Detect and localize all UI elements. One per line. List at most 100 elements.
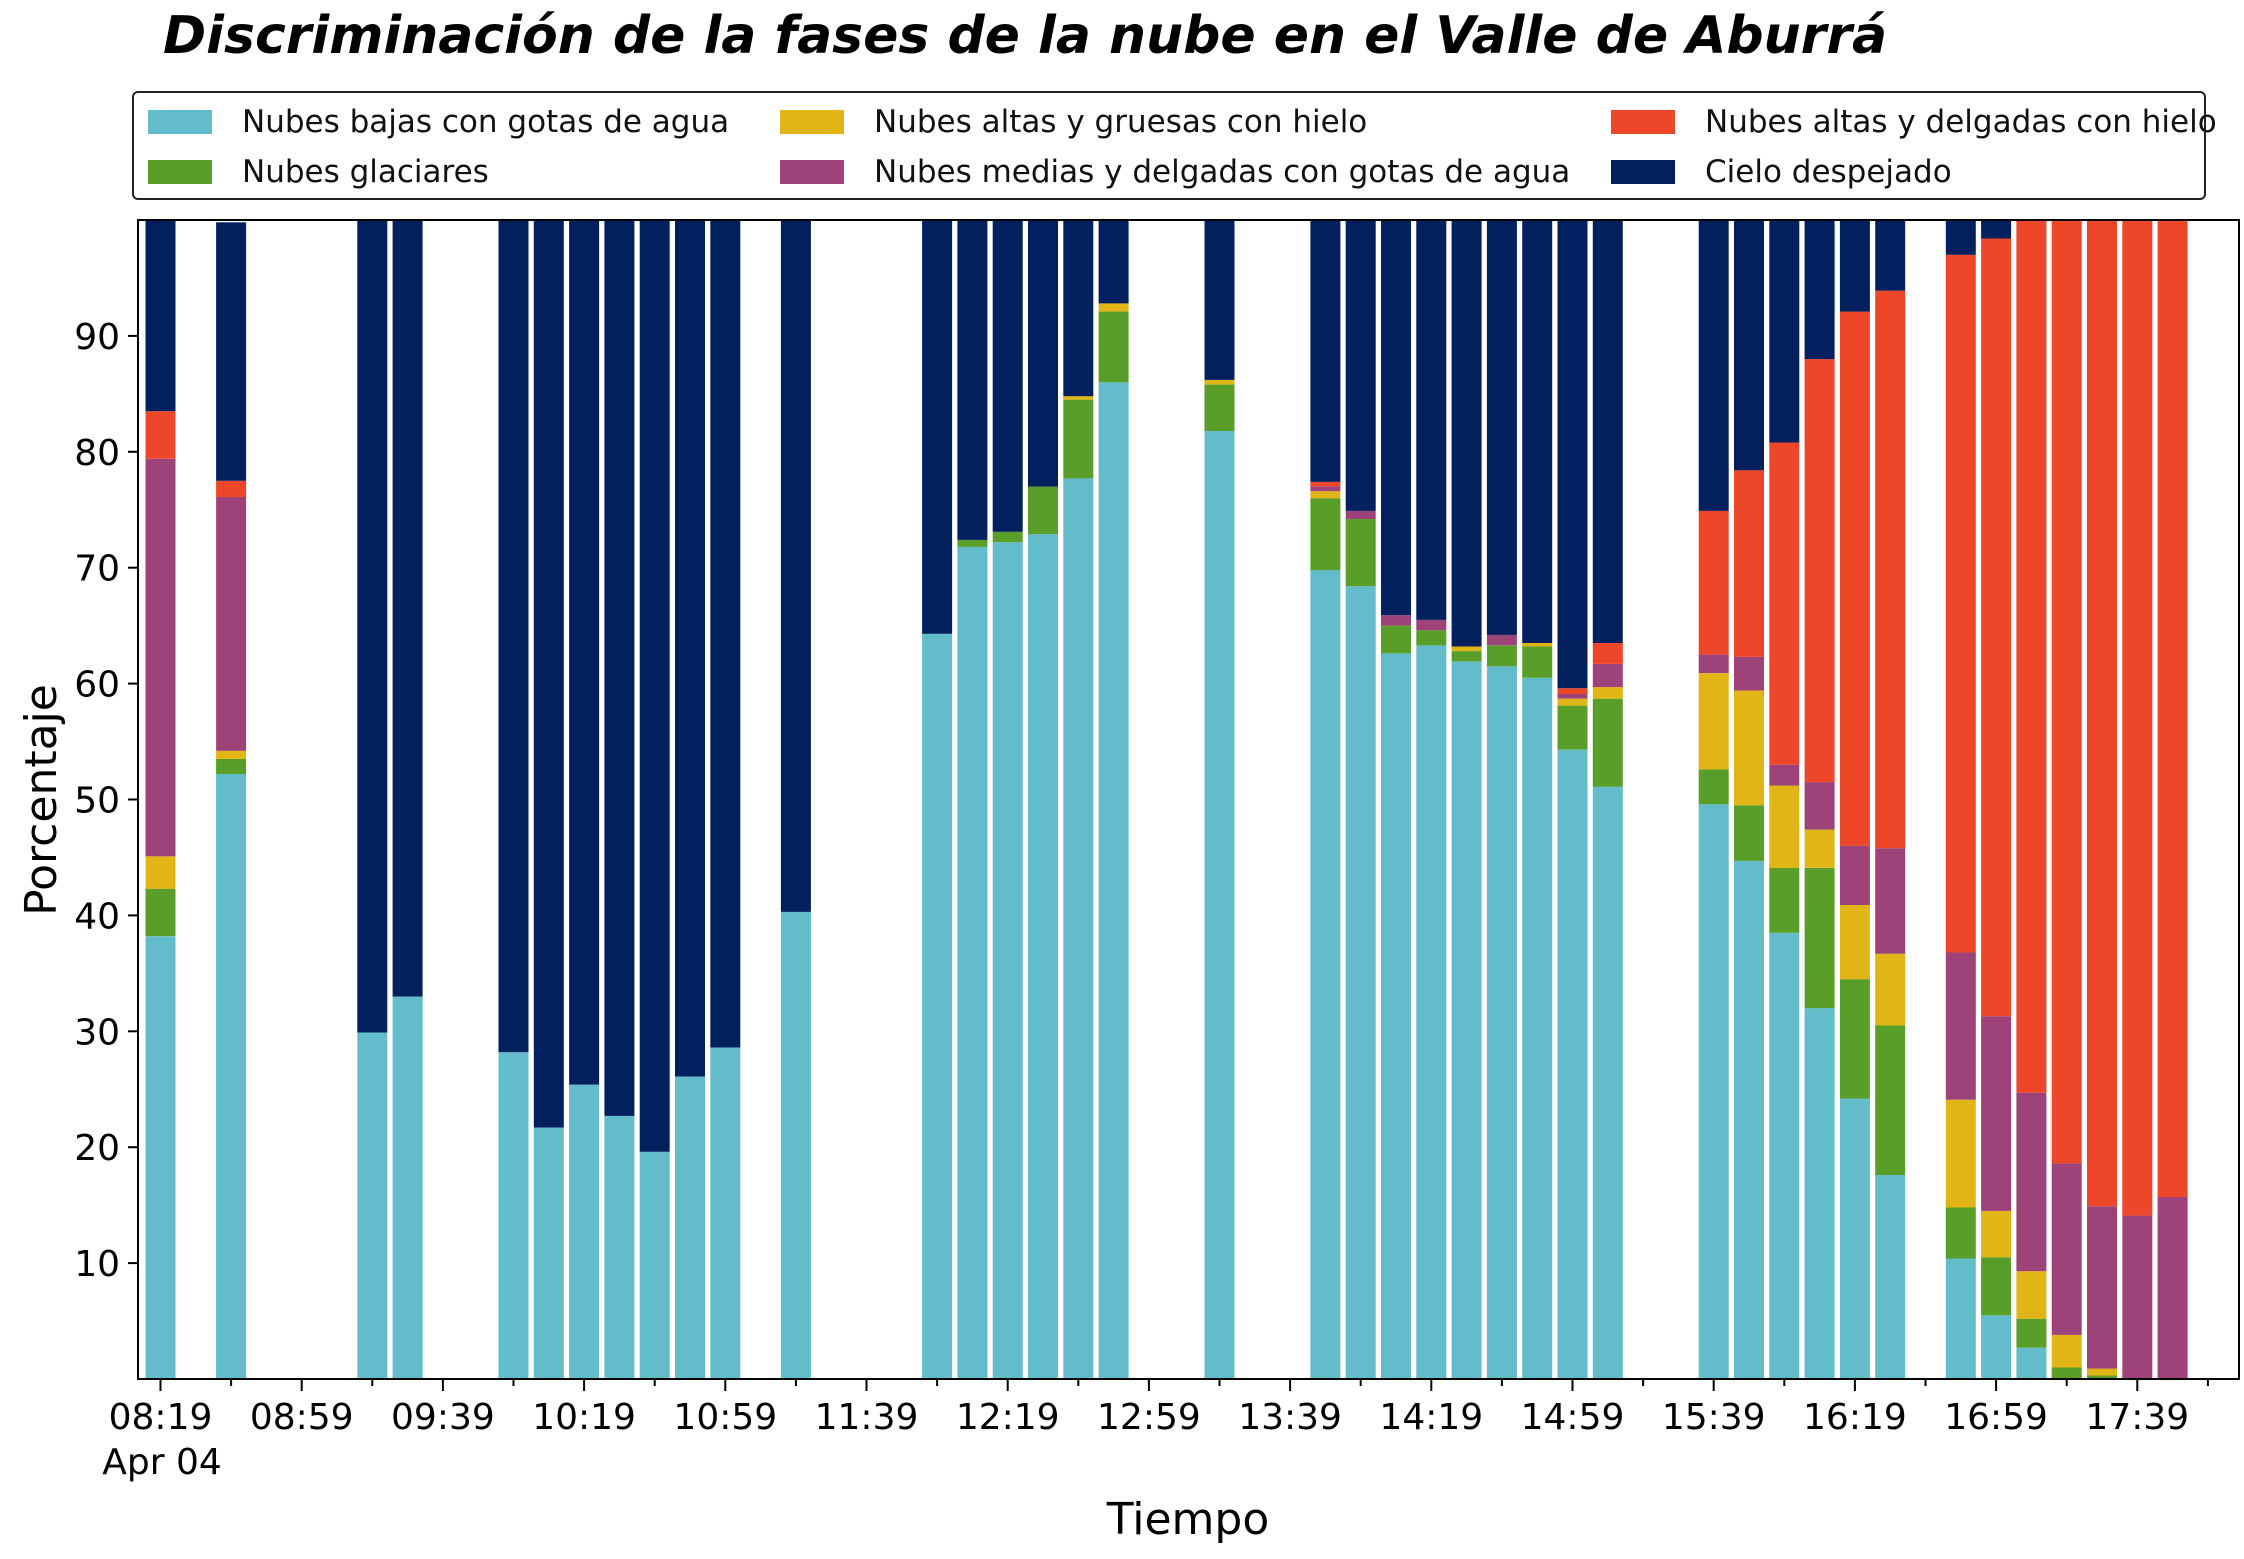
bar-segment-nubes-glaciares-1709 [2016,1318,2047,1348]
bar-segment-nubes-medias-y-delgadas-con-gotas-de-agua-1559 [1769,764,1800,786]
bar-segment-nubes-altas-y-gruesas-con-hielo-1459 [1557,698,1588,706]
bar-segment-nubes-bajas-con-gotas-de-agua-1449 [1522,677,1553,1379]
bar-segment-nubes-altas-y-delgadas-con-hielo-1739 [2122,220,2153,1216]
bar-segment-cielo-despejado-0819 [145,220,176,412]
bar-segment-nubes-altas-y-delgadas-con-hielo-1709 [2016,220,2047,1093]
bar-segment-cielo-despejado-1559 [1769,220,1800,443]
bar-segment-nubes-altas-y-delgadas-con-hielo-1619 [1839,311,1870,846]
bar-segment-nubes-medias-y-delgadas-con-gotas-de-agua-1459 [1557,694,1588,699]
bar-segment-nubes-altas-y-gruesas-con-hielo-0839 [216,750,247,759]
bar-segment-nubes-medias-y-delgadas-con-gotas-de-agua-1539 [1698,654,1729,674]
bar-segment-nubes-bajas-con-gotas-de-agua-1439 [1486,666,1517,1379]
x-tick-label-0939: 09:39 [391,1397,495,1438]
bar-segment-cielo-despejado-1359 [1345,220,1376,511]
bar-segment-nubes-glaciares-1549 [1734,805,1764,861]
bar-segment-cielo-despejado-1209 [957,220,988,540]
bar-segment-nubes-bajas-con-gotas-de-agua-1009 [533,1127,564,1379]
x-tick-label-1659: 16:59 [1944,1397,2048,1438]
bar-segment-nubes-altas-y-gruesas-con-hielo-1239 [1063,396,1094,400]
bar-segment-nubes-altas-y-gruesas-con-hielo-1709 [2016,1271,2047,1319]
legend-swatch-cielo-despejado [1611,160,1675,184]
bar-segment-nubes-altas-y-delgadas-con-hielo-1649 [1945,254,1976,953]
bar-segment-nubes-medias-y-delgadas-con-gotas-de-agua-1419 [1416,619,1447,631]
bar-segment-cielo-despejado-0959 [498,220,529,1053]
bar-segment-nubes-bajas-con-gotas-de-agua-0819 [145,936,176,1379]
y-tick-label-90: 90 [74,317,120,358]
bar-segment-cielo-despejado-1419 [1416,220,1447,620]
bar-segment-nubes-altas-y-delgadas-con-hielo-0819 [145,411,176,459]
legend-label-nubes-glaciares: Nubes glaciares [242,154,489,190]
bar-segment-nubes-altas-y-gruesas-con-hielo-1609 [1804,829,1835,868]
bar-segment-nubes-altas-y-gruesas-con-hielo-1649 [1945,1099,1976,1208]
bar-segment-cielo-despejado-1249 [1098,220,1129,304]
bar-segment-nubes-bajas-con-gotas-de-agua-1349 [1310,570,1341,1379]
legend-swatch-nubes-altas-gruesas [780,110,844,134]
bar-segment-cielo-despejado-1019 [569,220,600,1085]
bar-segment-nubes-altas-y-gruesas-con-hielo-1539 [1698,673,1729,770]
bar-segment-nubes-bajas-con-gotas-de-agua-1559 [1769,932,1800,1379]
bar-segment-nubes-altas-y-delgadas-con-hielo-1349 [1310,481,1341,487]
bar-segment-nubes-glaciares-1719 [2051,1367,2082,1379]
bar-segment-nubes-bajas-con-gotas-de-agua-1229 [1028,534,1058,1379]
bar-segment-cielo-despejado-1029 [604,220,635,1116]
bar-segment-nubes-bajas-con-gotas-de-agua-0839 [216,774,247,1379]
bar-segment-nubes-glaciares-1539 [1698,769,1729,805]
bar-segment-nubes-bajas-con-gotas-de-agua-1049 [675,1076,705,1379]
bar-segment-nubes-altas-y-delgadas-con-hielo-1549 [1734,470,1764,657]
bar-segment-cielo-despejado-1649 [1945,220,1976,255]
bar-segment-cielo-despejado-1449 [1522,220,1553,643]
legend-entry-cielo-despejado: Cielo despejado [1611,152,1952,192]
bar-segment-nubes-bajas-con-gotas-de-agua-0959 [498,1052,529,1379]
x-tick-label-1139: 11:39 [815,1397,919,1438]
bar-segment-cielo-despejado-1439 [1486,220,1517,635]
bar-segment-nubes-altas-y-delgadas-con-hielo-1609 [1804,359,1835,783]
bar-segment-nubes-bajas-con-gotas-de-agua-1619 [1839,1098,1870,1379]
bar-segment-cielo-despejado-1629 [1875,220,1906,291]
x-tick-label-1739: 17:39 [2085,1397,2189,1438]
bar-segment-nubes-altas-y-delgadas-con-hielo-1539 [1698,510,1729,655]
bar-segment-nubes-bajas-con-gotas-de-agua-1059 [710,1047,741,1379]
bar-segment-nubes-medias-y-delgadas-con-gotas-de-agua-1549 [1734,656,1764,691]
bar-segment-nubes-bajas-con-gotas-de-agua-1709 [2016,1347,2047,1379]
bar-segment-nubes-glaciares-1509 [1592,698,1623,787]
bar-segment-nubes-bajas-con-gotas-de-agua-1649 [1945,1258,1976,1379]
bar-segment-cielo-despejado-1059 [710,220,741,1048]
legend-entry-nubes-glaciares: Nubes glaciares [148,152,489,192]
legend-entry-nubes-altas-gruesas: Nubes altas y gruesas con hielo [780,102,1367,142]
bar-segment-nubes-medias-y-delgadas-con-gotas-de-agua-1719 [2051,1163,2082,1335]
y-tick-label-60: 60 [74,665,120,706]
bar-segment-nubes-bajas-con-gotas-de-agua-1429 [1451,661,1482,1379]
bar-segment-nubes-altas-y-gruesas-con-hielo-1559 [1769,785,1800,868]
x-tick-label-1259: 12:59 [1097,1397,1201,1438]
y-tick-label-30: 30 [74,1012,120,1053]
bar-segment-nubes-medias-y-delgadas-con-gotas-de-agua-1409 [1381,615,1411,626]
bar-segment-nubes-glaciares-0839 [216,758,247,774]
x-tick-label-1539: 15:39 [1662,1397,1766,1438]
bar-segment-nubes-bajas-con-gotas-de-agua-1629 [1875,1175,1906,1379]
y-axis-label: Porcentaje [16,684,67,916]
bar-segment-nubes-glaciares-1619 [1839,979,1870,1099]
bar-segment-cielo-despejado-1049 [675,220,705,1077]
x-tick-label-1339: 13:39 [1238,1397,1342,1438]
bar-segment-nubes-altas-y-delgadas-con-hielo-1459 [1557,688,1588,694]
bar-segment-nubes-altas-y-gruesas-con-hielo-1629 [1875,953,1906,1026]
bar-segment-nubes-glaciares-1449 [1522,646,1553,678]
bar-segment-nubes-altas-y-delgadas-con-hielo-1749 [2157,220,2188,1197]
y-tick-label-10: 10 [74,1244,120,1285]
bar-segment-cielo-despejado-1159 [922,220,953,634]
bar-segment-nubes-altas-y-gruesas-con-hielo-1549 [1734,690,1764,806]
bar-segment-nubes-glaciares-1609 [1804,867,1835,1009]
bar-segment-nubes-altas-y-gruesas-con-hielo-1729 [2087,1368,2117,1376]
x-axis: 08:19 08:59 09:39 10:19 10:59 11:39 12:19 12:59… [109,1379,2209,1438]
bar-segment-cielo-despejado-0929 [392,220,423,997]
legend-label-nubes-altas-gruesas: Nubes altas y gruesas con hielo [874,104,1368,140]
legend-label-cielo-despejado: Cielo despejado [1705,154,1952,190]
bar-segment-nubes-altas-y-gruesas-con-hielo-1449 [1522,643,1553,647]
x-tick-label-1059: 10:59 [673,1397,777,1438]
bar-segment-nubes-bajas-con-gotas-de-agua-1659 [1981,1315,2012,1379]
legend-swatch-nubes-bajas [148,110,212,134]
bar-segment-nubes-bajas-con-gotas-de-agua-1159 [922,633,953,1379]
legend-swatch-nubes-medias-delgadas [780,160,844,184]
bar-segment-nubes-medias-y-delgadas-con-gotas-de-agua-1359 [1345,510,1376,519]
